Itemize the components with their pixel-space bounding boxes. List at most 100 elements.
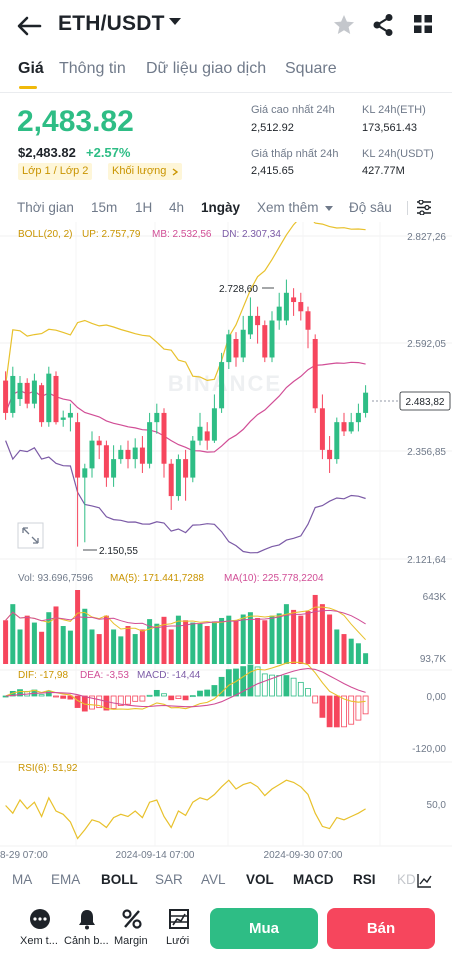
grid-label[interactable]: Lưới: [166, 935, 190, 947]
volume-bar: [132, 634, 138, 664]
volume-bar: [355, 643, 361, 664]
candle-body: [219, 362, 225, 409]
grid-menu-icon[interactable]: [414, 15, 432, 33]
back-arrow-icon[interactable]: [14, 12, 44, 40]
macd-bar: [103, 695, 110, 711]
macd-bar: [67, 695, 74, 700]
candle-body: [67, 412, 73, 418]
indicator-vol[interactable]: VOL: [246, 872, 274, 887]
volume-bar: [204, 626, 210, 664]
max-price-label: 2.728,60: [219, 284, 258, 295]
macd-bar: [305, 688, 311, 697]
indicator-kd[interactable]: KD: [397, 872, 416, 887]
category-tag[interactable]: Lớp 1 / Lớp 2: [18, 163, 93, 180]
indicator-ema[interactable]: EMA: [51, 872, 81, 887]
candle-body: [226, 334, 232, 363]
volume-bar: [211, 621, 217, 664]
macd-bar: [197, 690, 203, 697]
volume-bar: [276, 613, 282, 664]
candle-body: [197, 426, 203, 441]
interval-4h[interactable]: 4h: [169, 200, 185, 215]
macd-bar: [175, 695, 182, 700]
date-axis-label: 8-29 07:00: [0, 850, 48, 861]
favorite-star-icon[interactable]: [332, 13, 356, 37]
margin-label[interactable]: Margin: [114, 935, 148, 947]
volume-bar: [111, 629, 117, 664]
volume-bar: [319, 604, 325, 664]
indicator-ma[interactable]: MA: [12, 872, 33, 887]
tab-square[interactable]: Square: [285, 60, 337, 77]
volume-bar: [161, 616, 167, 664]
volume-rank-tag[interactable]: Khối lượng: [108, 163, 183, 180]
price-axis-label: 2.356,85: [407, 447, 446, 458]
tab-info[interactable]: Thông tin: [59, 60, 126, 77]
interval-1d[interactable]: 1ngày: [201, 200, 241, 215]
alert-label[interactable]: Cảnh b...: [64, 935, 109, 947]
interval-divider: [407, 201, 408, 215]
volume-bar: [154, 623, 160, 664]
volume-bar: [348, 638, 354, 664]
min-price-marker: 2.150,55: [83, 546, 138, 557]
boll-middle-line: [5, 361, 366, 453]
indicator-boll[interactable]: BOLL: [101, 872, 138, 887]
grid-bot-icon[interactable]: [168, 908, 190, 930]
rsi6-line: [5, 779, 366, 840]
more-label[interactable]: Xem t...: [20, 935, 58, 947]
trading-pair-title[interactable]: ETH/USDT: [58, 12, 165, 35]
active-tab-indicator: [19, 86, 37, 89]
bell-icon[interactable]: [76, 908, 98, 930]
macd-bar: [204, 689, 211, 697]
candle-body: [355, 412, 361, 423]
macd-bar: [276, 675, 283, 697]
rsi-axis-label: 50,0: [427, 800, 447, 811]
interval-more[interactable]: Xem thêm: [257, 200, 319, 215]
volume-bar: [75, 590, 81, 664]
expand-chart-icon[interactable]: [17, 522, 44, 549]
indicator-rsi[interactable]: RSI: [353, 872, 376, 887]
tab-trading-data[interactable]: Dữ liệu giao dịch: [146, 60, 267, 77]
share-icon[interactable]: [372, 13, 394, 37]
last-price-tag-label: 2.483,82: [406, 397, 445, 408]
volume-bar: [39, 631, 45, 664]
tab-price[interactable]: Giá: [18, 60, 44, 77]
depth-tab[interactable]: Độ sâu: [349, 200, 392, 215]
interval-1h[interactable]: 1H: [135, 200, 153, 215]
volume-bar: [82, 608, 88, 664]
volume-bar: [190, 622, 196, 664]
macd-bar: [153, 689, 160, 697]
interval-time[interactable]: Thời gian: [17, 200, 74, 215]
candle-body: [363, 392, 369, 413]
kline-chart[interactable]: BINANCE BOLL(20, 2) UP: 2.757,79 MB: 2.5…: [0, 222, 452, 867]
indicator-macd[interactable]: MACD: [293, 872, 334, 887]
macd-bar: [168, 695, 175, 701]
watermark: BINANCE: [168, 371, 282, 396]
indicator-sar[interactable]: SAR: [155, 872, 183, 887]
indicator-avl[interactable]: AVL: [201, 872, 226, 887]
candle-body: [312, 338, 318, 409]
volume-bar: [269, 615, 275, 664]
indicator-tabs: MA EMA BOLL SAR AVL VOL MACD RSI KD: [0, 872, 452, 892]
interval-15m[interactable]: 15m: [91, 200, 118, 215]
high-24h-value: 2,512.92: [251, 122, 294, 134]
volume-ma-lines: [5, 606, 366, 641]
macd-bar: [211, 685, 218, 697]
macd-bar: [218, 676, 225, 697]
pair-dropdown-icon[interactable]: [169, 18, 181, 25]
volume-bar: [363, 653, 369, 664]
candle-body: [276, 306, 282, 321]
volume-bar: [96, 634, 102, 664]
sell-button[interactable]: Bán: [327, 908, 435, 949]
more-icon[interactable]: [29, 908, 51, 930]
chart-settings-icon[interactable]: [416, 200, 432, 215]
volume-bar: [10, 604, 16, 664]
fiat-price: $2,483.82: [18, 145, 76, 160]
buy-button[interactable]: Mua: [210, 908, 318, 949]
macd-dea-line: [5, 667, 366, 708]
indicator-settings-icon[interactable]: [417, 873, 432, 888]
volume-bar: [262, 620, 268, 664]
macd-bar: [89, 695, 95, 710]
margin-percent-icon[interactable]: [121, 908, 143, 930]
macd-axis-label: -120,00: [412, 744, 446, 755]
macd-bar: [362, 695, 369, 715]
candle-body: [334, 422, 340, 460]
